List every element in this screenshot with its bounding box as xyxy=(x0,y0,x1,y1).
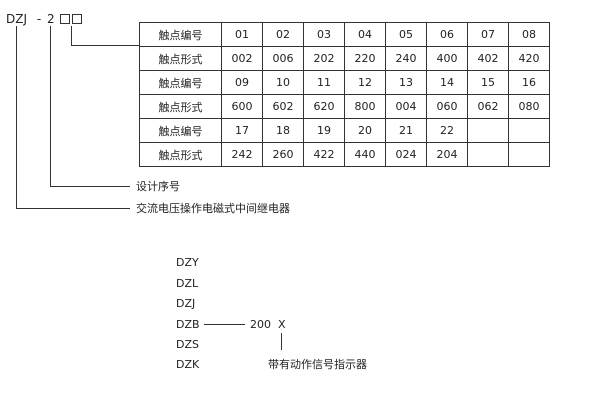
design-digit: 2 xyxy=(47,12,55,26)
table-row: 触点形式 242 260 422 440 024 204 xyxy=(139,142,550,167)
table-cell: 07 xyxy=(467,22,509,47)
row-label: 触点形式 xyxy=(139,142,222,167)
table-cell: 12 xyxy=(344,70,386,95)
table-cell: 440 xyxy=(344,142,386,167)
leader-line xyxy=(50,26,51,186)
table-cell: 602 xyxy=(262,94,304,119)
table-cell xyxy=(467,142,509,167)
table-cell: 22 xyxy=(426,118,468,143)
placeholder-box xyxy=(72,14,83,24)
table-cell: 220 xyxy=(344,46,386,71)
suffix-number: 200 xyxy=(250,318,271,331)
table-row: 触点编号 17 18 19 20 21 22 xyxy=(139,118,550,143)
connector-line xyxy=(281,333,282,350)
table-cell: 15 xyxy=(467,70,509,95)
table-cell: 02 xyxy=(262,22,304,47)
row-label: 触点形式 xyxy=(139,46,222,71)
table-cell: 20 xyxy=(344,118,386,143)
table-cell: 800 xyxy=(344,94,386,119)
dash: - xyxy=(36,12,42,26)
table-cell: 080 xyxy=(508,94,550,119)
table-cell: 002 xyxy=(221,46,263,71)
table-cell: 21 xyxy=(385,118,427,143)
table-cell xyxy=(508,142,550,167)
table-cell: 024 xyxy=(385,142,427,167)
table-cell: 14 xyxy=(426,70,468,95)
table-cell: 240 xyxy=(385,46,427,71)
table-cell: 05 xyxy=(385,22,427,47)
table-row: 触点编号 09 10 11 12 13 14 15 16 xyxy=(139,70,550,95)
series-item: DZK xyxy=(176,358,200,371)
leader-line xyxy=(71,26,72,45)
design-number-label: 设计序号 xyxy=(136,180,180,193)
model-code: DZJ - 2 xyxy=(6,12,83,26)
table-cell: 062 xyxy=(467,94,509,119)
indicator-note: 带有动作信号指示器 xyxy=(268,358,367,371)
table-cell: 004 xyxy=(385,94,427,119)
table-cell: 01 xyxy=(221,22,263,47)
series-item: DZB xyxy=(176,318,200,331)
table-cell: 422 xyxy=(303,142,345,167)
series-item: DZS xyxy=(176,338,199,351)
table-cell: 16 xyxy=(508,70,550,95)
row-label: 触点形式 xyxy=(139,94,222,119)
table-cell: 006 xyxy=(262,46,304,71)
leader-line xyxy=(16,26,17,208)
table-cell: 242 xyxy=(221,142,263,167)
table-cell: 04 xyxy=(344,22,386,47)
table-cell: 06 xyxy=(426,22,468,47)
placeholder-box xyxy=(60,14,71,24)
leader-line xyxy=(50,186,130,187)
contact-table: 触点编号 01 02 03 04 05 06 07 08 触点形式 002 006 202 220 240 4… xyxy=(139,22,550,167)
table-cell: 08 xyxy=(508,22,550,47)
series-item: DZJ xyxy=(176,297,196,310)
table-cell xyxy=(467,118,509,143)
leader-line xyxy=(71,45,139,46)
table-cell: 17 xyxy=(221,118,263,143)
table-cell: 18 xyxy=(262,118,304,143)
table-cell: 09 xyxy=(221,70,263,95)
table-cell: 19 xyxy=(303,118,345,143)
table-cell: 13 xyxy=(385,70,427,95)
table-cell: 10 xyxy=(262,70,304,95)
table-cell: 420 xyxy=(508,46,550,71)
row-label: 触点编号 xyxy=(139,118,222,143)
table-cell: 600 xyxy=(221,94,263,119)
table-row: 触点形式 600 602 620 800 004 060 062 080 xyxy=(139,94,550,119)
table-cell: 03 xyxy=(303,22,345,47)
table-cell: 400 xyxy=(426,46,468,71)
table-cell: 202 xyxy=(303,46,345,71)
table-row: 触点编号 01 02 03 04 05 06 07 08 xyxy=(139,22,550,47)
table-cell: 060 xyxy=(426,94,468,119)
table-cell: 11 xyxy=(303,70,345,95)
row-label: 触点编号 xyxy=(139,70,222,95)
relay-type-label: 交流电压操作电磁式中间继电器 xyxy=(136,202,290,215)
table-cell xyxy=(508,118,550,143)
row-label: 触点编号 xyxy=(139,22,222,47)
table-cell: 620 xyxy=(303,94,345,119)
table-cell: 260 xyxy=(262,142,304,167)
series-item: DZL xyxy=(176,277,199,290)
table-cell: 204 xyxy=(426,142,468,167)
series-item: DZY xyxy=(176,256,199,269)
model-prefix: DZJ xyxy=(6,12,27,26)
table-cell: 402 xyxy=(467,46,509,71)
connector-line xyxy=(204,324,245,325)
table-row: 触点形式 002 006 202 220 240 400 402 420 xyxy=(139,46,550,71)
leader-line xyxy=(16,208,130,209)
suffix-letter: X xyxy=(278,318,286,331)
